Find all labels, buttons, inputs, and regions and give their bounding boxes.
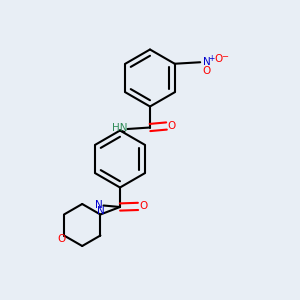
Text: N: N	[95, 200, 103, 210]
Text: HN: HN	[112, 123, 128, 134]
Text: O: O	[168, 121, 176, 131]
Text: O: O	[203, 66, 211, 76]
Text: +: +	[208, 54, 215, 63]
Text: N: N	[203, 57, 211, 67]
Text: O: O	[215, 54, 223, 64]
Text: O: O	[139, 201, 148, 212]
Text: O: O	[57, 234, 65, 244]
Text: N: N	[97, 206, 104, 216]
Text: −: −	[221, 52, 228, 61]
